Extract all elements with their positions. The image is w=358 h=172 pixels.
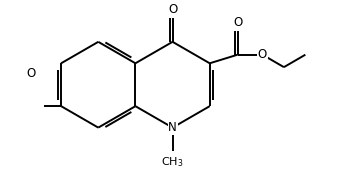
Text: CH$_3$: CH$_3$: [161, 155, 184, 169]
Text: O: O: [26, 67, 36, 80]
Text: O: O: [168, 3, 177, 16]
Text: O: O: [233, 16, 242, 29]
Text: N: N: [168, 121, 177, 134]
Text: O: O: [258, 48, 267, 61]
